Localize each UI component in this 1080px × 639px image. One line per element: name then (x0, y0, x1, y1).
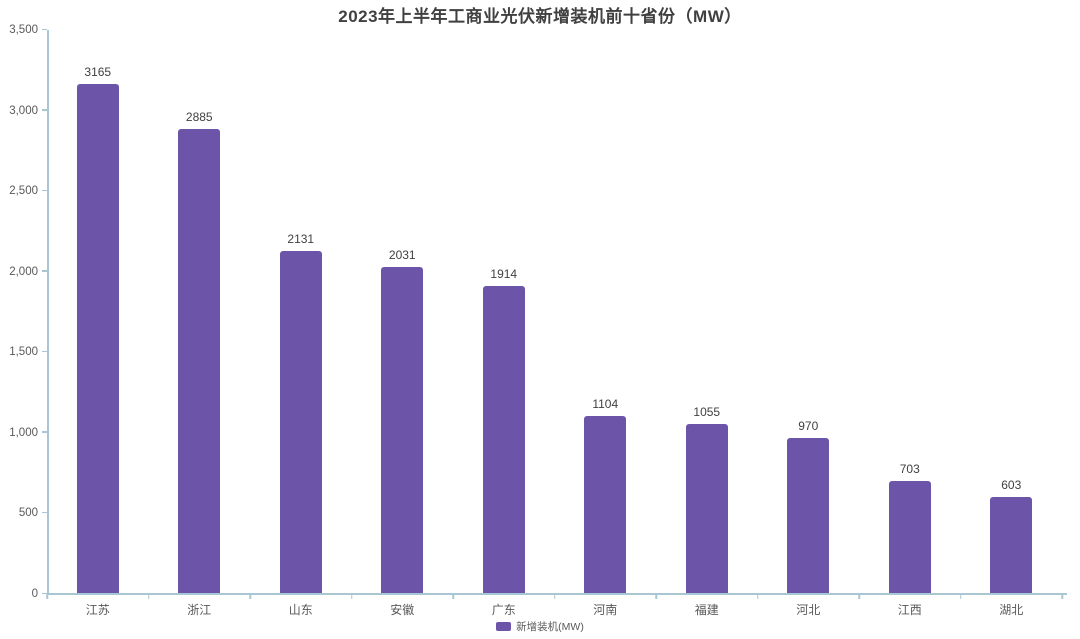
x-tick-mark (553, 594, 556, 599)
x-tick-label: 湖北 (999, 603, 1024, 617)
bar (584, 416, 627, 594)
bars-container: 3165 江苏 2885 浙江 2131 山东 2031 安徽 1914 广东 1104 河南 1055… (47, 30, 1063, 617)
y-tick-label: 3,500 (9, 24, 38, 36)
bar (685, 424, 728, 594)
bar-slot: 2131 山东 (250, 30, 352, 617)
x-tick-label: 江苏 (85, 603, 110, 617)
y-tick-mark (42, 431, 47, 433)
bar-slot: 1914 广东 (453, 30, 555, 617)
x-tick-label: 山东 (288, 603, 313, 617)
x-axis (47, 593, 1067, 595)
y-tick-label: 0 (31, 588, 38, 600)
x-tick-label: 安徽 (390, 603, 415, 617)
y-tick-label: 3,000 (9, 104, 38, 117)
x-tick-label: 河北 (796, 603, 821, 617)
bar (178, 129, 221, 594)
plot-area: 0 500 1,000 1,500 2,000 2,500 3,000 3,500 3165 江… (9, 24, 1067, 617)
chart-title: 2023年上半年工商业光伏新增装机前十省份（MW） (338, 7, 742, 26)
x-tick-mark (350, 594, 353, 599)
bar (888, 480, 931, 594)
bar (76, 83, 119, 594)
bar-slot: 703 江西 (859, 30, 961, 617)
x-tick-mark (147, 594, 150, 599)
legend-swatch-icon (496, 622, 512, 631)
bar-slot: 2885 浙江 (149, 30, 251, 617)
bar-value-label: 3165 (84, 64, 112, 79)
bar-slot: 1104 河南 (555, 30, 657, 617)
legend: 新增装机(MW) (0, 619, 1080, 634)
bar (279, 250, 322, 594)
bar-slot: 1055 福建 (656, 30, 758, 617)
bar (381, 266, 424, 594)
y-tick-mark (42, 270, 47, 272)
bar (482, 285, 525, 594)
legend-label: 新增装机(MW) (516, 621, 584, 633)
y-tick-label: 1,500 (9, 346, 38, 359)
x-tick-label: 浙江 (187, 603, 212, 617)
x-tick-mark (452, 594, 454, 599)
y-tick-mark (42, 592, 47, 594)
x-tick-mark (756, 594, 759, 599)
x-tick-mark (249, 594, 251, 599)
bar-value-label: 2885 (185, 110, 213, 125)
y-tick-label: 2,000 (9, 265, 38, 278)
y-tick-mark (42, 28, 47, 30)
y-tick-label: 500 (18, 507, 38, 520)
bar-slot: 970 河北 (758, 30, 860, 617)
bar-value-label: 2131 (287, 231, 315, 246)
bar-slot: 603 湖北 (961, 30, 1063, 617)
bar-slot: 2031 安徽 (352, 30, 454, 617)
bar (787, 437, 830, 594)
y-tick-mark (42, 350, 47, 353)
y-tick-mark (42, 189, 47, 192)
x-tick-label: 福建 (694, 603, 719, 617)
y-tick-mark (42, 109, 47, 111)
bar-value-label: 2031 (388, 247, 416, 262)
x-tick-label: 江西 (897, 603, 922, 617)
y-axis (47, 30, 49, 594)
bar-value-label: 1104 (592, 397, 619, 412)
y-tick-label: 2,500 (9, 185, 38, 198)
x-tick-mark (1061, 594, 1063, 599)
bar (990, 496, 1033, 594)
x-tick-mark (858, 594, 860, 599)
x-tick-mark (959, 594, 962, 599)
x-tick-mark (46, 594, 48, 599)
bar-value-label: 1055 (693, 405, 721, 419)
bar-value-label: 703 (899, 461, 920, 476)
bar-slot: 3165 江苏 (47, 30, 149, 617)
x-axis-tickmarks (46, 30, 1063, 599)
x-tick-mark (655, 594, 657, 599)
y-axis-ticks: 0 500 1,000 1,500 2,000 2,500 3,000 3,500 (9, 24, 1062, 600)
y-tick-mark (42, 511, 47, 514)
x-tick-label: 广东 (491, 603, 516, 617)
bar-value-label: 970 (798, 418, 819, 433)
bar-value-label: 1914 (490, 266, 518, 281)
x-tick-label: 河南 (593, 603, 618, 617)
bar-value-label: 603 (1001, 477, 1022, 492)
y-tick-label: 1,000 (9, 426, 38, 439)
